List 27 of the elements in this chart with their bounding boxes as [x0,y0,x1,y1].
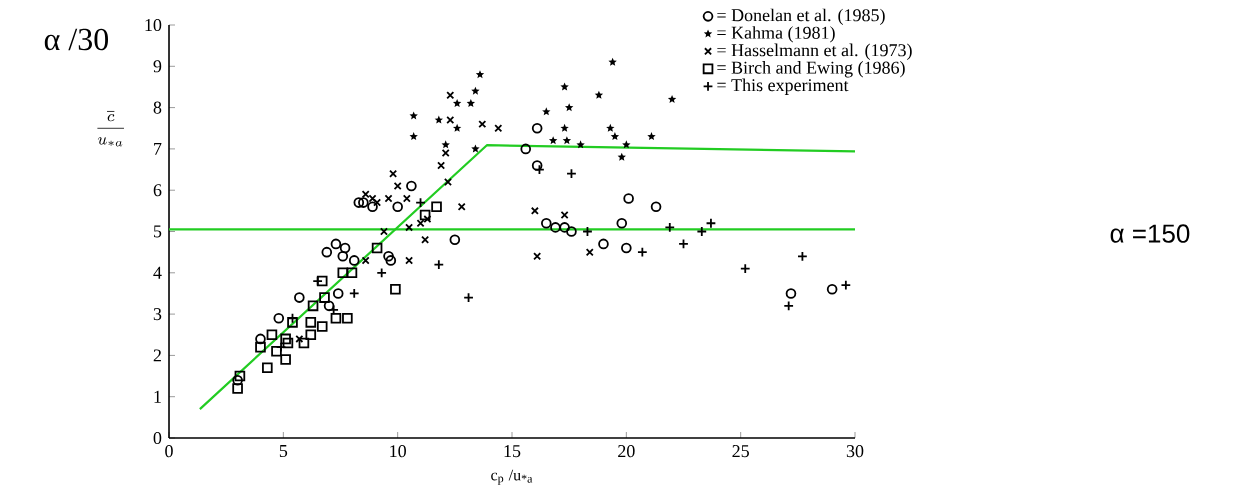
y-tick-label: 1 [154,390,161,403]
legend-label: = Donelan et al. (1985) [717,8,885,25]
y-axis-title: $\frac{\overline{c}}{u_{*a}}$ [97,111,124,147]
legend-label: = Kahma (1981) [717,26,835,43]
legend-label: = This experiment [717,78,849,95]
x-tick-label: 20 [618,445,635,458]
x-tick-label: 30 [846,445,864,458]
legend-label: = Hasselmann et al. (1973) [717,43,912,60]
text: α =150 [1110,224,1190,243]
x-tick-label: 15 [504,445,521,458]
y-tick-label: 10 [145,18,162,32]
y-tick-label: 4 [153,266,162,279]
x-tick-label: 10 [390,445,406,458]
y-tick-label: 0 [153,431,162,445]
legend-label: = Birch and Ewing (1986) [717,61,905,78]
y-tick-label: 6 [153,184,162,197]
y-tick-label: 5 [153,225,162,238]
text: α /30 [44,28,109,51]
x-tick-label: 5 [279,445,288,458]
y-tick-label: 8 [153,101,162,114]
x-axis-title: c$_{p}$ /u$_{*a}$ [491,469,533,485]
y-tick-label: 2 [153,349,161,362]
x-tick-label: 25 [732,445,749,458]
y-tick-label: 9 [153,60,162,73]
y-tick-label: 7 [154,143,162,155]
y-tick-label: 3 [153,308,162,321]
x-tick-label: 0 [165,445,173,458]
